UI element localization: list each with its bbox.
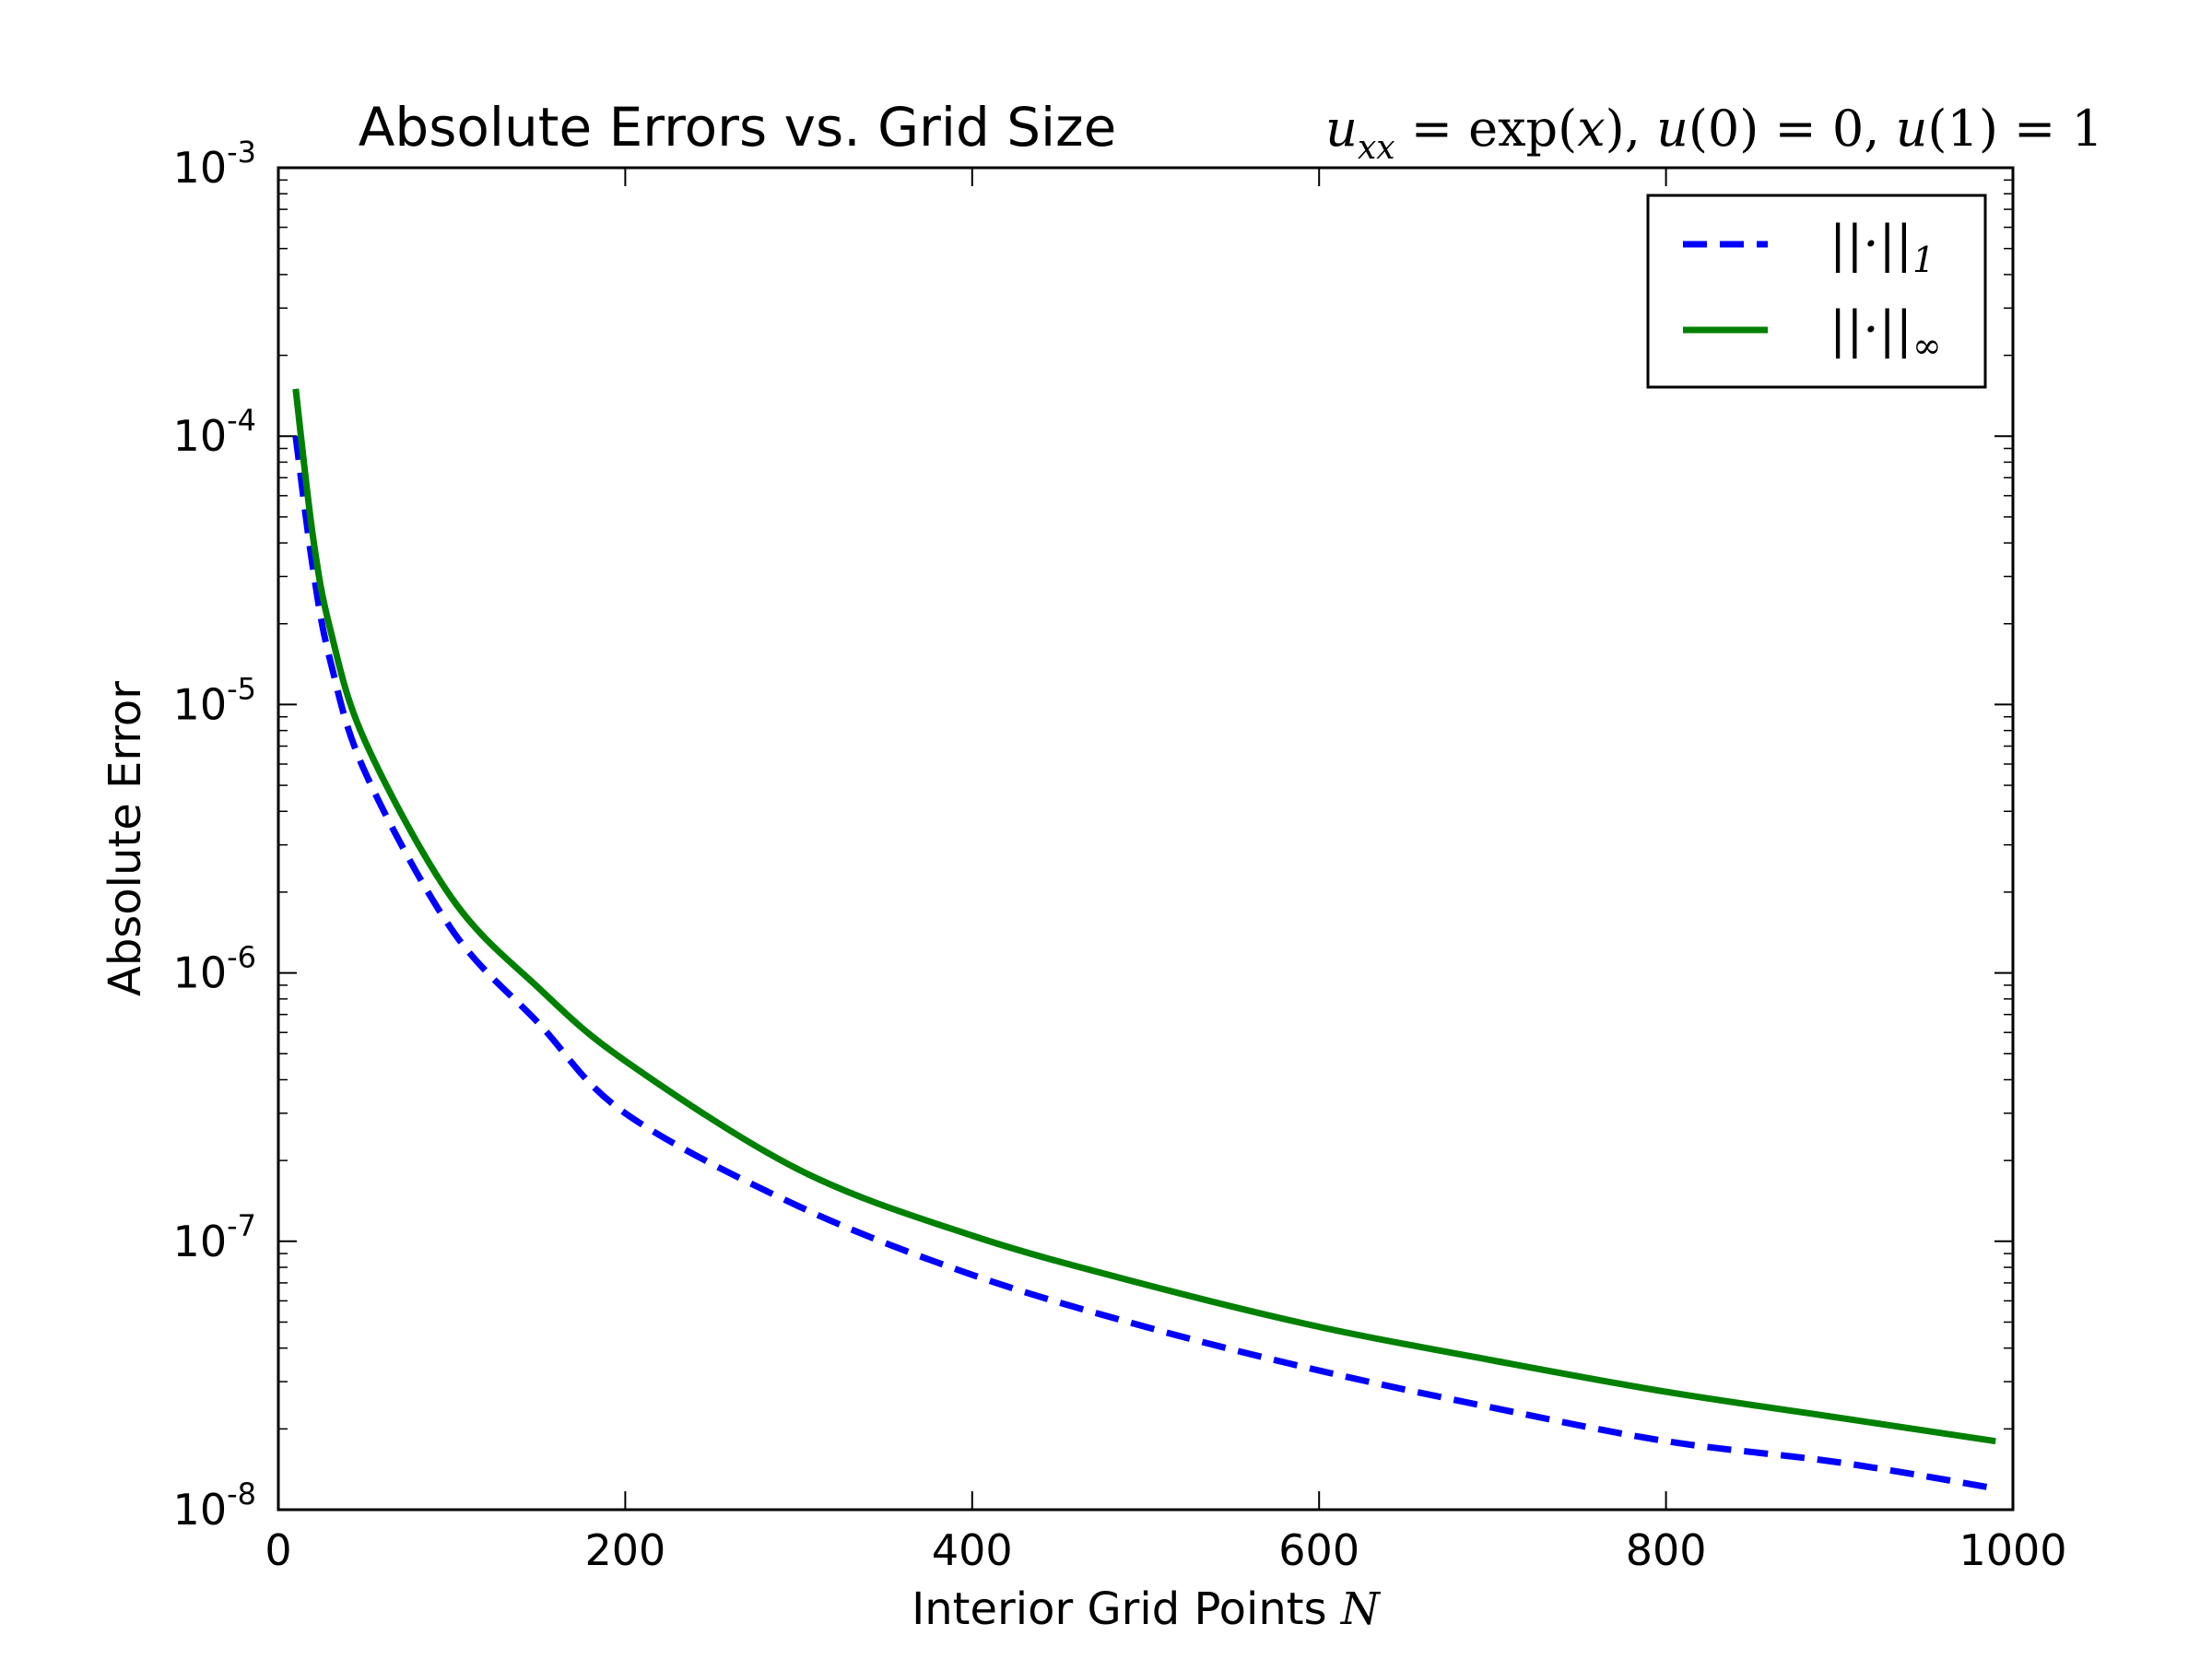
y-tick-base: 10 bbox=[173, 1485, 228, 1535]
legend-label-l1-main: ||·|| bbox=[1830, 215, 1912, 273]
y-tick-exponent: -6 bbox=[227, 940, 256, 975]
legend-label-linf-sub: ∞ bbox=[1912, 325, 1942, 366]
subtitle-u: u bbox=[1325, 100, 1358, 158]
y-tick-exponent: -7 bbox=[227, 1208, 256, 1243]
subtitle-eq1: = exp( bbox=[1395, 100, 1578, 158]
subtitle-u0: u bbox=[1656, 100, 1688, 158]
y-tick-exponent: -3 bbox=[227, 135, 256, 170]
minor-ticks bbox=[278, 179, 2013, 1430]
y-tick-exponent: -5 bbox=[227, 671, 256, 706]
x-tick-label: 200 bbox=[584, 1525, 665, 1575]
y-tick-label: 10-7 bbox=[173, 1208, 256, 1266]
y-tick-base: 10 bbox=[173, 948, 228, 998]
x-tick-label: 400 bbox=[932, 1525, 1013, 1575]
x-axis-label-text: Interior Grid Points bbox=[912, 1583, 1341, 1635]
x-tick-label: 1000 bbox=[1959, 1525, 2066, 1575]
x-tick-label: 0 bbox=[265, 1525, 291, 1575]
series-line-linf bbox=[292, 388, 1996, 1445]
subtitle-zero-arg: (0) = 0, bbox=[1688, 100, 1896, 158]
subtitle-u1: u bbox=[1896, 100, 1928, 158]
subtitle-xx: xx bbox=[1358, 129, 1395, 167]
y-tick-base: 10 bbox=[173, 1217, 228, 1266]
legend-label-l1: ||·||1 bbox=[1830, 215, 1935, 280]
legend: ||·||1 ||·||∞ bbox=[1646, 194, 1987, 389]
chart-title: Absolute Errors vs. Grid Size bbox=[359, 96, 1117, 159]
y-tick-label: 10-8 bbox=[173, 1477, 256, 1535]
legend-label-linf: ||·||∞ bbox=[1830, 300, 1942, 366]
y-tick-exponent: -4 bbox=[227, 403, 256, 438]
x-tick-label: 600 bbox=[1278, 1525, 1359, 1575]
y-axis-label: Absolute Error bbox=[100, 681, 151, 996]
subtitle-one-arg: (1) = 1 bbox=[1927, 100, 2102, 158]
chart-subtitle: uxx = exp(x), u(0) = 0, u(1) = 1 bbox=[1325, 100, 2103, 167]
legend-box bbox=[1646, 194, 1987, 389]
y-tick-labels: 10-810-710-610-510-410-3 bbox=[173, 135, 256, 1535]
plot-frame bbox=[276, 166, 2015, 1512]
legend-label-linf-main: ||·|| bbox=[1830, 300, 1912, 359]
subtitle-close1: ), bbox=[1606, 100, 1656, 158]
y-tick-base: 10 bbox=[173, 679, 228, 729]
x-axis-label-var: N bbox=[1340, 1583, 1382, 1635]
y-tick-label: 10-3 bbox=[173, 135, 256, 193]
y-tick-label: 10-5 bbox=[173, 671, 256, 729]
series-lines bbox=[292, 388, 1996, 1492]
subtitle-x: x bbox=[1577, 100, 1605, 158]
x-tick-label: 800 bbox=[1626, 1525, 1707, 1575]
y-tick-label: 10-4 bbox=[173, 403, 256, 461]
y-tick-label: 10-6 bbox=[173, 940, 256, 998]
x-tick-labels: 0 200 400 600 800 1000 bbox=[265, 1525, 2066, 1575]
y-tick-base: 10 bbox=[173, 411, 228, 461]
x-axis-label: Interior Grid Points N bbox=[912, 1583, 1382, 1635]
legend-label-l1-sub: 1 bbox=[1912, 240, 1935, 280]
y-tick-base: 10 bbox=[173, 143, 228, 193]
y-tick-exponent: -8 bbox=[227, 1477, 256, 1512]
